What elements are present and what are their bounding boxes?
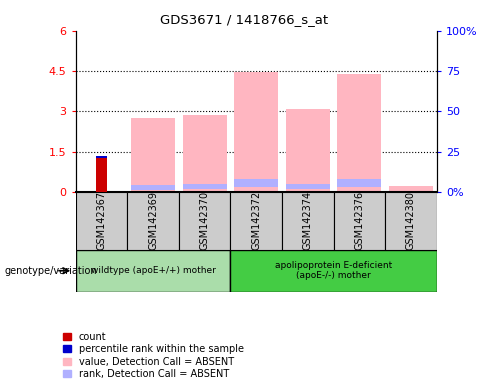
Bar bbox=[96, 156, 107, 159]
Text: GSM142380: GSM142380 bbox=[406, 191, 416, 250]
Text: GSM142372: GSM142372 bbox=[251, 191, 261, 250]
Bar bbox=[234, 179, 278, 187]
Bar bbox=[286, 184, 330, 189]
Bar bbox=[230, 192, 282, 250]
Text: GDS3671 / 1418766_s_at: GDS3671 / 1418766_s_at bbox=[160, 13, 328, 26]
Bar bbox=[338, 74, 381, 192]
Legend: count, percentile rank within the sample, value, Detection Call = ABSENT, rank, : count, percentile rank within the sample… bbox=[63, 332, 244, 379]
Bar bbox=[183, 115, 226, 192]
Text: GSM142369: GSM142369 bbox=[148, 191, 158, 250]
Bar bbox=[80, 191, 123, 192]
Bar bbox=[389, 186, 433, 192]
Text: wildtype (apoE+/+) mother: wildtype (apoE+/+) mother bbox=[91, 266, 216, 275]
Bar bbox=[183, 184, 226, 189]
Bar bbox=[282, 192, 334, 250]
Bar bbox=[334, 192, 385, 250]
Text: GSM142376: GSM142376 bbox=[354, 191, 365, 250]
Bar bbox=[131, 118, 175, 192]
Bar bbox=[385, 192, 437, 250]
Text: apolipoprotein E-deficient
(apoE-/-) mother: apolipoprotein E-deficient (apoE-/-) mot… bbox=[275, 261, 392, 280]
Bar bbox=[76, 250, 230, 292]
Text: GSM142370: GSM142370 bbox=[200, 191, 210, 250]
Text: GSM142374: GSM142374 bbox=[303, 191, 313, 250]
Text: genotype/variation: genotype/variation bbox=[5, 266, 98, 276]
Bar bbox=[338, 179, 381, 187]
Bar bbox=[131, 185, 175, 190]
Bar bbox=[127, 192, 179, 250]
Bar bbox=[179, 192, 230, 250]
Text: GSM142367: GSM142367 bbox=[97, 191, 106, 250]
Bar bbox=[234, 73, 278, 192]
Bar bbox=[230, 250, 437, 292]
Bar bbox=[286, 109, 330, 192]
Bar bbox=[96, 159, 107, 192]
Bar bbox=[76, 192, 127, 250]
